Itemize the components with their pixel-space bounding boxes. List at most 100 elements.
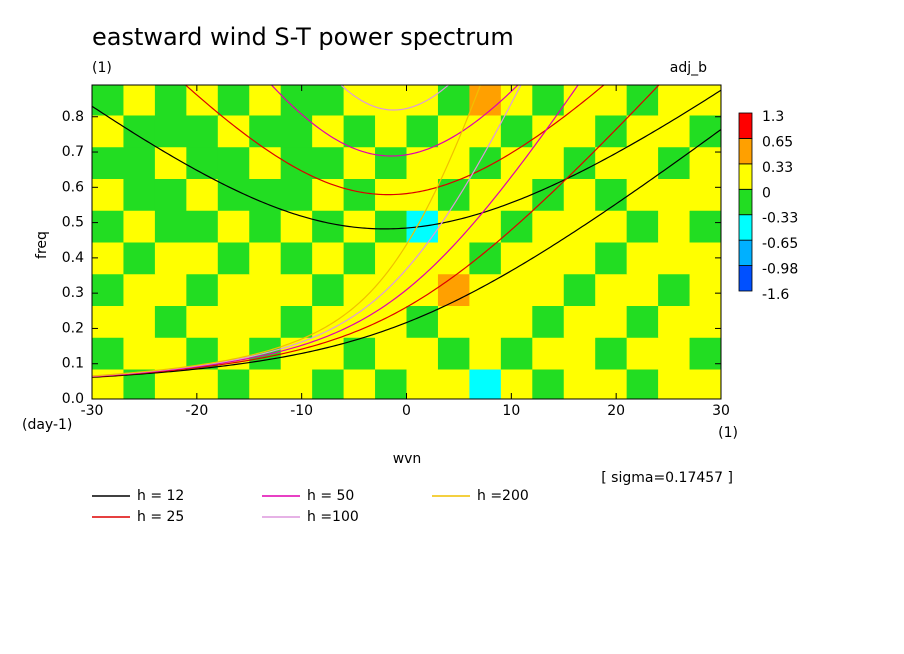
- field-cell: [469, 178, 502, 211]
- field-cell: [500, 337, 533, 370]
- field-cell: [154, 178, 187, 211]
- field-cell: [626, 242, 659, 275]
- field-cell: [123, 85, 156, 116]
- field-cell: [437, 178, 470, 211]
- field-cell: [312, 210, 345, 243]
- field-cell: [186, 369, 219, 399]
- field-cell: [689, 210, 721, 243]
- field-cell: [312, 369, 345, 399]
- field-cell: [563, 85, 596, 116]
- field-cell: [186, 114, 219, 148]
- field-cell: [658, 305, 691, 338]
- chart-title: eastward wind S-T power spectrum: [92, 23, 514, 51]
- field-cell: [500, 146, 533, 179]
- field-cell: [375, 273, 407, 307]
- field-cell: [500, 114, 533, 148]
- field-cell: [343, 146, 376, 179]
- field-cell: [437, 85, 470, 116]
- field-cell: [469, 242, 502, 275]
- field-cell: [406, 305, 439, 338]
- field-cell: [343, 337, 376, 370]
- field-cell: [595, 85, 628, 116]
- y-axis-label: freq: [34, 231, 50, 259]
- colorbar-label: 0.65: [762, 134, 793, 150]
- field-cell: [217, 273, 250, 307]
- x-axis-label: wvn: [393, 451, 422, 467]
- field-cell: [469, 305, 502, 338]
- y-tick-label: 0.3: [62, 285, 84, 301]
- x-tick-label: 10: [502, 403, 520, 419]
- field-cell: [689, 114, 721, 148]
- field-cell: [343, 369, 376, 399]
- field-cell: [595, 337, 628, 370]
- field-cell: [532, 305, 565, 338]
- field-cell: [312, 85, 345, 116]
- field-cell: [154, 337, 187, 370]
- legend-label: h =200: [477, 488, 529, 504]
- field-cell: [563, 369, 596, 399]
- field-cell: [532, 369, 565, 399]
- legend-label: h = 25: [137, 509, 184, 525]
- field-cell: [437, 337, 470, 370]
- dispersion-curve: [92, 128, 721, 378]
- field-cell: [375, 114, 407, 148]
- field-cell: [563, 337, 596, 370]
- field-cell: [658, 369, 691, 399]
- field-cell: [500, 273, 533, 307]
- field-cell: [406, 114, 439, 148]
- field-cell: [563, 178, 596, 211]
- field-cell: [92, 114, 124, 148]
- y-tick-label: 0.5: [62, 215, 84, 231]
- legend-label: h = 12: [137, 488, 184, 504]
- field-cell: [626, 273, 659, 307]
- field-cell: [406, 273, 439, 307]
- field-cell: [689, 178, 721, 211]
- field-cell: [375, 242, 407, 275]
- field-cell: [123, 305, 156, 338]
- field-cell: [280, 273, 313, 307]
- field-cell: [154, 369, 187, 399]
- field-cell: [595, 242, 628, 275]
- field-cell: [437, 273, 470, 307]
- x-tick-label: 0: [402, 403, 411, 419]
- field-cell: [437, 210, 470, 243]
- field-cell: [154, 242, 187, 275]
- legend-label: h =100: [307, 509, 359, 525]
- field-cell: [154, 210, 187, 243]
- colorbar-label: 1.3: [762, 109, 784, 125]
- field-cell: [595, 146, 628, 179]
- field-cell: [375, 369, 407, 399]
- colorbar-box: [738, 138, 753, 165]
- field-cell: [280, 114, 313, 148]
- field-cell: [595, 273, 628, 307]
- field-cell: [312, 305, 345, 338]
- field-cell: [154, 114, 187, 148]
- field-cell: [532, 85, 565, 116]
- y-tick-label: 0.6: [62, 179, 84, 195]
- colorbar-box: [738, 163, 753, 190]
- colorbar-label: 0.33: [762, 160, 793, 176]
- colorbar-box: [738, 265, 753, 292]
- colorbar-label: 0: [762, 185, 771, 201]
- field-cell: [343, 273, 376, 307]
- field-cell: [500, 242, 533, 275]
- field-cell: [280, 369, 313, 399]
- dispersion-curve: [184, 85, 605, 196]
- x-tick-label: 30: [712, 403, 730, 419]
- field-cell: [406, 146, 439, 179]
- colorbar-box: [738, 112, 753, 139]
- x-tick-label: -20: [185, 403, 208, 419]
- field-cell: [406, 369, 439, 399]
- field-cell: [123, 337, 156, 370]
- field-cell: [123, 242, 156, 275]
- field-cell: [626, 337, 659, 370]
- x-unit: (1): [718, 425, 738, 441]
- field-cell: [154, 146, 187, 179]
- field-cell: [154, 305, 187, 338]
- field-cell: [658, 178, 691, 211]
- field-cell: [186, 146, 219, 179]
- colorbar-label: -0.65: [762, 236, 798, 252]
- field-cell: [469, 85, 502, 116]
- field-cell: [312, 114, 345, 148]
- subtitle: (1): [92, 60, 112, 76]
